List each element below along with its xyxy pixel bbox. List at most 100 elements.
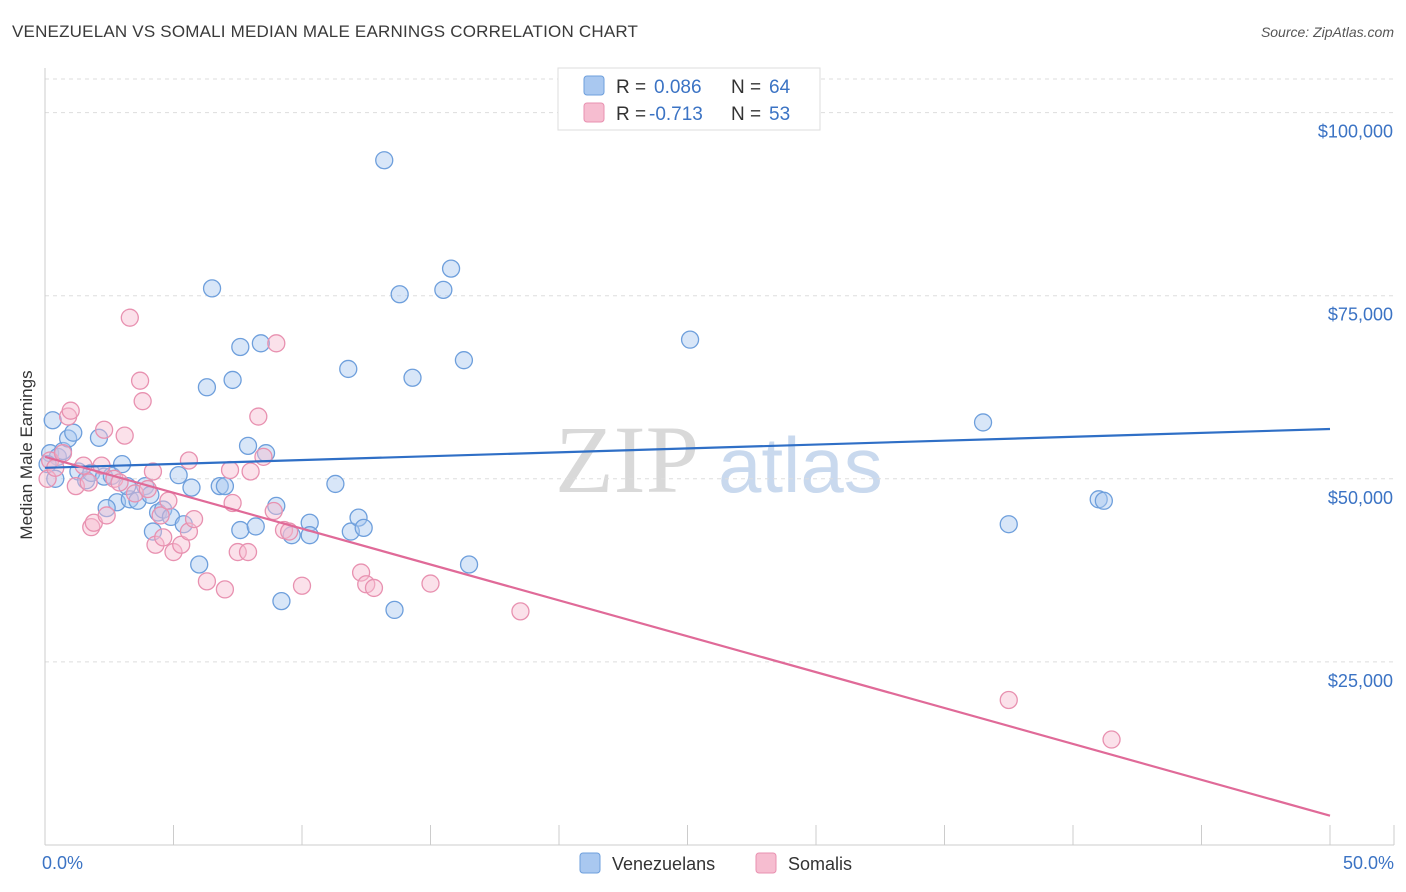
- somalis-point: [351, 563, 371, 582]
- legend-n-value: 64: [769, 77, 791, 98]
- x-tick-label-min: 0.0%: [42, 853, 83, 873]
- legend-n-value: 53: [769, 104, 790, 125]
- venezuelans-point: [251, 334, 271, 353]
- y-axis-label: Median Male Earnings: [17, 370, 36, 539]
- somalis-point: [97, 506, 116, 525]
- y-tick-labels: $25,000 $50,000 $75,000 $100,000: [1318, 122, 1393, 691]
- legend-r-label: R =: [616, 77, 646, 98]
- somalis-point: [61, 401, 80, 420]
- venezuelans-point: [238, 436, 258, 456]
- somalis-point: [115, 426, 134, 445]
- somalis-point: [1102, 730, 1121, 749]
- somalis-point: [120, 308, 139, 327]
- venezuelans-point: [97, 498, 116, 518]
- venezuelans-point: [973, 413, 993, 432]
- somalis-point: [421, 574, 440, 593]
- venezuelans-point: [231, 337, 250, 357]
- somalis-point: [228, 542, 247, 562]
- somalis-point: [179, 451, 199, 470]
- watermark-atlas: atlas: [718, 421, 883, 509]
- somalis-point: [159, 491, 178, 510]
- somalis-point: [133, 392, 152, 411]
- legend-n-label: N =: [731, 104, 761, 125]
- venezuelans-point: [354, 518, 373, 538]
- somalis-point: [151, 506, 170, 525]
- somalis-point: [511, 602, 530, 621]
- somalis-legend-swatch: [755, 852, 777, 874]
- venezuelans-point: [454, 351, 474, 370]
- venezuelans-legend-swatch: [579, 852, 601, 874]
- venezuelans-point: [375, 151, 394, 170]
- venezuelans-point: [197, 378, 217, 397]
- legend-r-value: -0.713: [649, 104, 703, 125]
- legend-n-label: N =: [731, 77, 761, 98]
- gridlines: [45, 78, 1394, 663]
- y-tick-label: $100,000: [1318, 122, 1393, 142]
- venezuelans-point: [190, 555, 209, 574]
- somalis-point: [130, 371, 150, 390]
- venezuelans-point: [349, 508, 368, 527]
- trend-lines: [44, 427, 1331, 817]
- legend-r-label: R =: [616, 104, 646, 125]
- somalis-point: [79, 473, 98, 492]
- venezuelans-point: [459, 555, 479, 574]
- venezuelans-point: [680, 330, 700, 349]
- y-tick-label: $25,000: [1328, 671, 1393, 691]
- venezuelans-point: [43, 411, 62, 430]
- x-ticks: [44, 825, 1395, 845]
- somalis-point: [241, 462, 260, 481]
- y-tick-label: $50,000: [1328, 488, 1393, 508]
- venezuelans-point: [215, 476, 235, 496]
- stats-legend: R = 0.086 N = 64 R = -0.713 N = 53: [557, 67, 821, 131]
- venezuelans-point: [169, 465, 188, 485]
- venezuelans-point: [385, 600, 404, 620]
- venezuelans-point: [267, 496, 286, 516]
- somalis-point: [249, 407, 268, 426]
- somalis-point: [292, 576, 312, 595]
- somalis-point: [364, 578, 384, 598]
- somalis-point: [254, 447, 273, 466]
- somalis-point: [146, 535, 165, 554]
- y-tick-label: $75,000: [1328, 305, 1393, 325]
- venezuelans-trend-line: [44, 427, 1331, 469]
- source-label: Source: ZipAtlas.com: [1260, 24, 1394, 40]
- venezuelans-point: [403, 368, 422, 387]
- somalis-point: [220, 460, 240, 480]
- somalis-point: [264, 501, 283, 521]
- venezuelans-point: [339, 359, 358, 379]
- venezuelans-point: [272, 591, 291, 611]
- venezuelans-swatch: [583, 75, 605, 96]
- somalis-point: [197, 572, 217, 591]
- chart-title: VENEZUELAN VS SOMALI MEDIAN MALE EARNING…: [12, 22, 639, 41]
- venezuelans-point: [1094, 491, 1113, 510]
- somalis-points: [38, 308, 1121, 749]
- somalis-point: [215, 580, 235, 599]
- venezuelans-point: [326, 474, 345, 494]
- venezuelans-points: [38, 151, 1113, 620]
- somalis-point: [184, 509, 204, 529]
- somalis-swatch: [583, 102, 605, 123]
- somalis-point: [999, 690, 1018, 710]
- somalis-point: [238, 542, 258, 562]
- venezuelans-point: [434, 280, 453, 300]
- venezuelans-legend-label: Venezuelans: [612, 854, 715, 874]
- venezuelans-point: [202, 279, 222, 298]
- somalis-point: [143, 462, 163, 481]
- somalis-point: [154, 528, 173, 547]
- venezuelans-point: [390, 285, 409, 304]
- watermark-zip: ZIP: [555, 406, 699, 513]
- somalis-point: [94, 420, 114, 439]
- somalis-point: [267, 334, 286, 353]
- venezuelans-point: [246, 517, 265, 536]
- venezuelans-point: [182, 478, 201, 497]
- venezuelans-point: [441, 259, 461, 278]
- somalis-legend-label: Somalis: [788, 854, 852, 874]
- somalis-trend-line: [44, 455, 1331, 817]
- series-legend: Venezuelans Somalis: [579, 852, 852, 874]
- venezuelans-point: [999, 515, 1018, 534]
- venezuelans-point: [64, 423, 83, 442]
- venezuelans-point: [231, 520, 250, 540]
- venezuelans-point: [223, 370, 242, 390]
- venezuelans-point: [210, 476, 229, 496]
